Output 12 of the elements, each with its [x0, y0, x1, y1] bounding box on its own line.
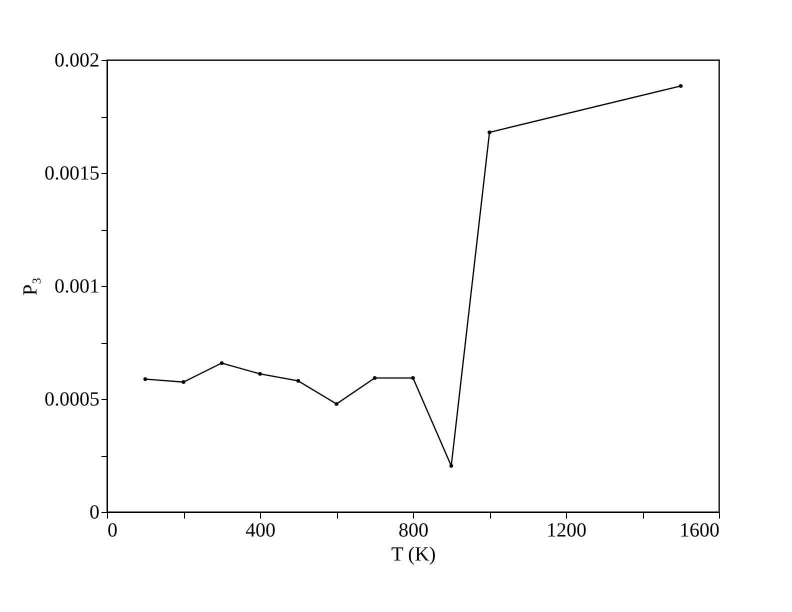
x-tick-label: 1200: [546, 520, 586, 542]
x-tick-label: 400: [246, 520, 276, 542]
x-tick-label: 800: [398, 520, 428, 542]
x-tick-label: 1600: [680, 520, 720, 542]
y-axis-title: P₃: [20, 277, 42, 296]
x-tick-label: 0: [108, 520, 118, 542]
y-tick-label: 0.0015: [44, 162, 100, 184]
y-tick-label: 0.001: [54, 276, 100, 298]
y-tick-label: 0: [90, 502, 100, 524]
x-axis-title: T (K): [391, 544, 436, 566]
y-tick-label: 0.002: [54, 50, 100, 72]
y-tick-label: 0.0005: [44, 388, 100, 410]
